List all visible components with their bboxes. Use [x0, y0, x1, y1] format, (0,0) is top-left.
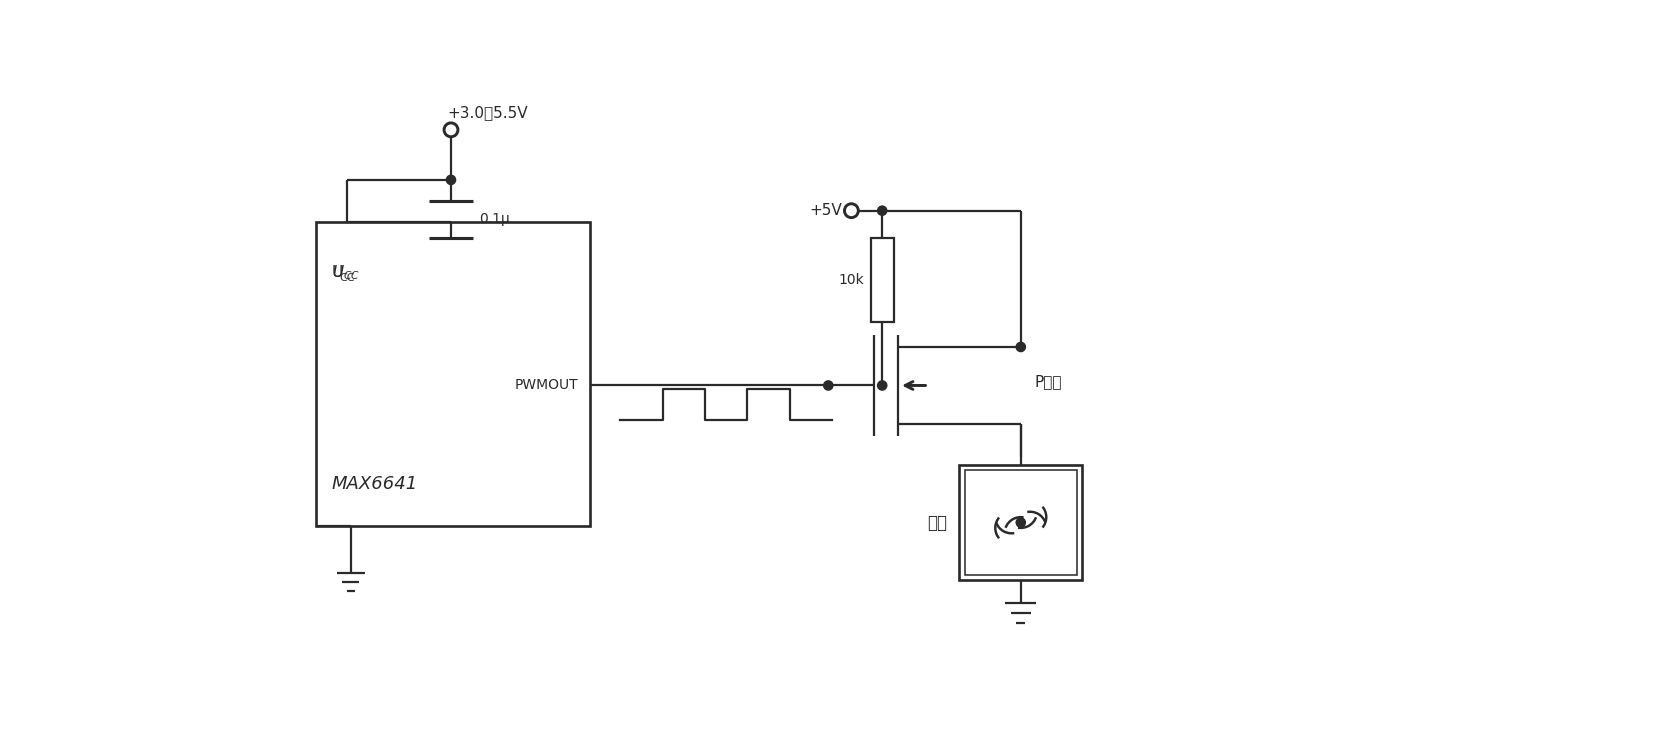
Text: PWMOUT: PWMOUT: [514, 378, 577, 392]
Bar: [958, 465, 1082, 580]
Text: U: U: [331, 265, 343, 280]
Text: +3.0～5.5V: +3.0～5.5V: [448, 106, 527, 120]
Text: $U_{CC}$: $U_{CC}$: [331, 263, 359, 281]
Bar: [316, 222, 589, 526]
Text: 风扇: 风扇: [927, 513, 947, 531]
Text: MAX6641: MAX6641: [331, 475, 418, 493]
Text: CC: CC: [339, 273, 354, 283]
Circle shape: [877, 206, 887, 215]
Text: 0.1μ: 0.1μ: [479, 212, 509, 226]
Circle shape: [446, 175, 456, 184]
Text: 10k: 10k: [839, 273, 864, 287]
Bar: [870, 238, 894, 322]
Circle shape: [824, 381, 832, 390]
Text: P沟道: P沟道: [1033, 374, 1062, 389]
Circle shape: [1015, 343, 1025, 351]
Text: +5V: +5V: [809, 203, 842, 218]
Circle shape: [1015, 518, 1025, 527]
Bar: [963, 470, 1077, 575]
Circle shape: [877, 381, 887, 390]
